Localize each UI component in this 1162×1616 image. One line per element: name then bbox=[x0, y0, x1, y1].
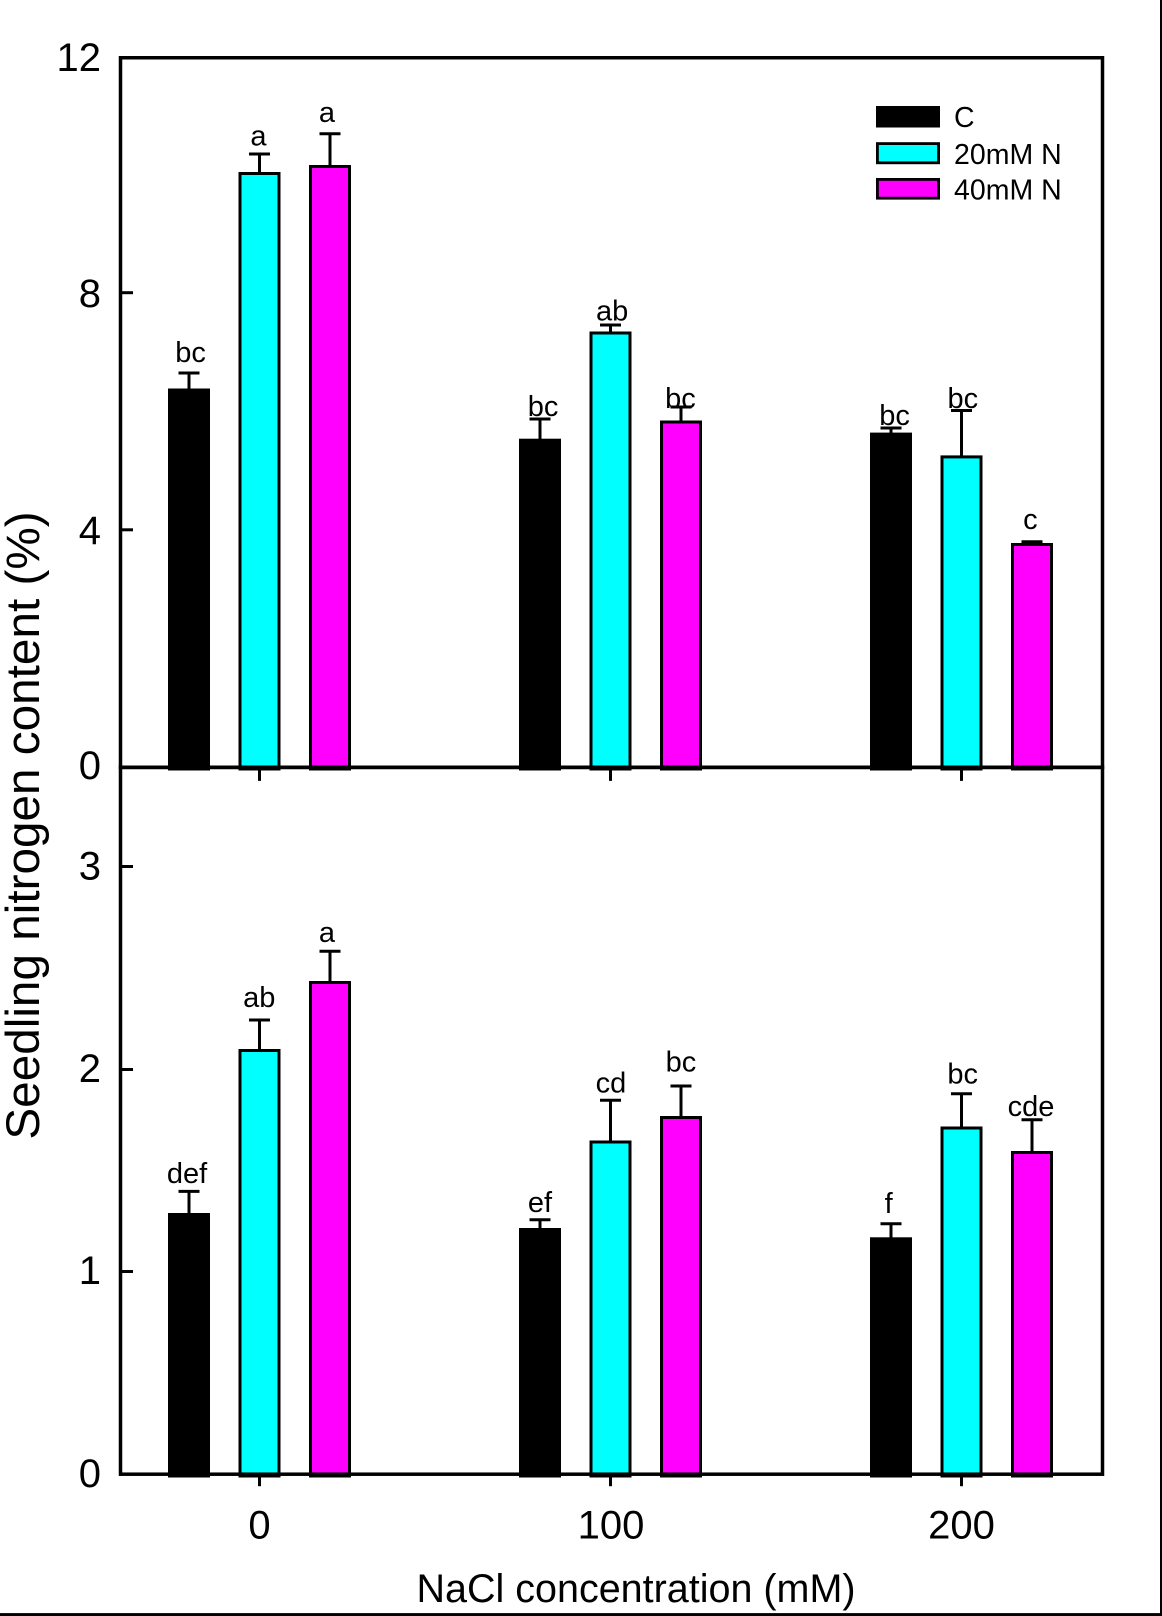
svg-text:bc: bc bbox=[947, 383, 978, 415]
svg-text:cde: cde bbox=[1008, 1091, 1055, 1123]
svg-text:8: 8 bbox=[79, 272, 101, 316]
svg-text:a: a bbox=[319, 917, 336, 949]
svg-text:a: a bbox=[250, 121, 267, 153]
svg-text:ef: ef bbox=[528, 1187, 553, 1219]
svg-text:2: 2 bbox=[79, 1047, 101, 1091]
svg-text:0: 0 bbox=[79, 1452, 101, 1496]
svg-text:12: 12 bbox=[57, 36, 102, 80]
svg-text:40mM N: 40mM N bbox=[954, 175, 1062, 207]
svg-text:bc: bc bbox=[879, 400, 910, 432]
svg-text:bc: bc bbox=[528, 391, 559, 423]
svg-text:def: def bbox=[167, 1158, 208, 1190]
svg-text:ab: ab bbox=[596, 296, 628, 328]
svg-text:bc: bc bbox=[947, 1059, 978, 1091]
svg-text:c: c bbox=[1023, 504, 1038, 536]
svg-text:bc: bc bbox=[665, 383, 696, 415]
svg-text:100: 100 bbox=[578, 1504, 645, 1548]
svg-text:f: f bbox=[885, 1188, 894, 1220]
svg-text:3: 3 bbox=[79, 845, 101, 889]
svg-text:4: 4 bbox=[79, 509, 101, 553]
svg-text:ab: ab bbox=[243, 982, 275, 1014]
svg-text:200: 200 bbox=[928, 1504, 995, 1548]
svg-text:1: 1 bbox=[79, 1249, 101, 1293]
svg-text:20mM N: 20mM N bbox=[954, 139, 1062, 171]
svg-text:Seedling nitrogen content (%): Seedling nitrogen content (%) bbox=[0, 511, 50, 1139]
svg-text:bc: bc bbox=[666, 1047, 697, 1079]
svg-text:0: 0 bbox=[248, 1504, 270, 1548]
svg-text:C: C bbox=[954, 102, 975, 134]
svg-text:cd: cd bbox=[596, 1068, 627, 1100]
svg-text:0: 0 bbox=[79, 744, 101, 788]
svg-text:bc: bc bbox=[175, 337, 206, 369]
svg-text:a: a bbox=[319, 97, 336, 129]
svg-text:NaCl concentration (mM): NaCl concentration (mM) bbox=[416, 1567, 855, 1611]
